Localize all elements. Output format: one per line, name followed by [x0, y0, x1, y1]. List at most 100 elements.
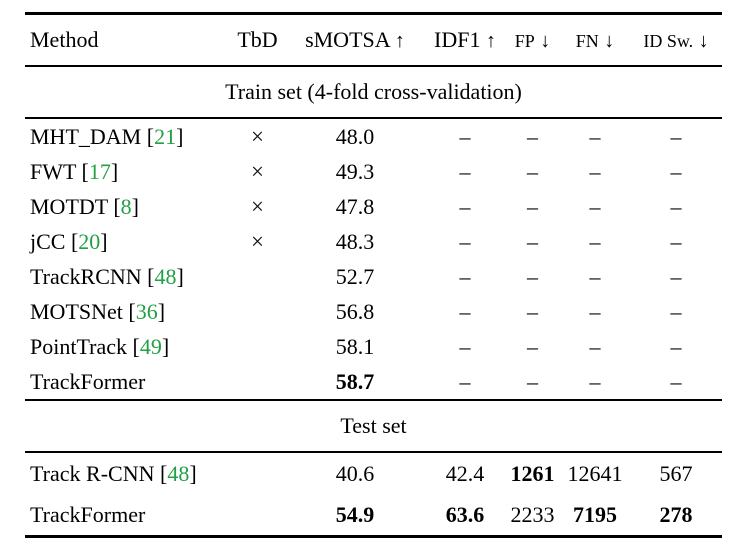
fp-header-label: FP [514, 31, 535, 51]
smotsa-value: 56.8 [335, 298, 375, 324]
method-name: TrackFormer [30, 368, 146, 394]
down-arrow-icon: ↓ [604, 30, 615, 52]
idf1-value: – [459, 333, 471, 359]
idf1-value: – [459, 193, 471, 219]
idsw-value: – [670, 228, 682, 254]
citation-number[interactable]: 8 [120, 193, 132, 219]
smotsa-value: 40.6 [335, 460, 375, 486]
up-arrow-icon: ↑ [394, 30, 405, 52]
table-row: TrackFormer 58.7 – – – – [25, 364, 722, 401]
table-row: MOTDT [8] × 47.8 – – – – [25, 189, 722, 224]
idsw-value: – [670, 298, 682, 324]
citation-number[interactable]: 48 [154, 263, 177, 289]
method-name: MOTDT [30, 193, 108, 219]
fp-value: – [527, 193, 538, 219]
method-cell: TrackFormer [25, 494, 230, 537]
fp-value: – [505, 364, 560, 401]
fp-value: – [527, 333, 538, 359]
tbd-cell: × [230, 154, 285, 189]
test-section-label: Test set [25, 400, 722, 453]
table-row: TrackFormer 54.9 63.6 2233 7195 278 [25, 494, 722, 537]
table-row: TrackRCNN [48] 52.7 – – – – [25, 259, 722, 294]
method-cell: MHT_DAM [21] [25, 118, 230, 154]
up-arrow-icon: ↑ [485, 30, 496, 52]
citation-bracket: [ [132, 333, 140, 359]
tbd-cell [230, 329, 285, 364]
tbd-cell [230, 259, 285, 294]
method-name: MOTSNet [30, 298, 123, 324]
citation-number[interactable]: 21 [154, 123, 177, 149]
fn-value: – [589, 263, 601, 289]
idsw-value: – [670, 158, 682, 184]
method-name: Track R-CNN [30, 460, 155, 486]
citation-bracket: [ [147, 263, 155, 289]
col-header-idf1: IDF1 ↑ [425, 13, 505, 67]
method-cell: TrackFormer [25, 364, 230, 401]
idsw-value: – [670, 123, 682, 149]
method-name: jCC [30, 228, 66, 254]
cross-mark: × [251, 228, 264, 254]
method-header-label: Method [30, 27, 99, 52]
idsw-value: 278 [659, 501, 693, 527]
idf1-value: – [459, 263, 471, 289]
method-name: FWT [30, 158, 77, 184]
citation-number[interactable]: 36 [135, 298, 158, 324]
fp-value: – [527, 298, 538, 324]
method-cell: Track R-CNN [48] [25, 452, 230, 494]
table-row: FWT [17] × 49.3 – – – – [25, 154, 722, 189]
idsw-value: – [670, 333, 682, 359]
cross-mark: × [251, 193, 264, 219]
smotsa-value: 54.9 [335, 501, 375, 527]
citation-bracket: ] [157, 298, 166, 324]
fp-value: – [527, 123, 538, 149]
idsw-value: – [630, 364, 722, 401]
method-cell: jCC [20] [25, 224, 230, 259]
smotsa-value: 48.0 [335, 123, 375, 149]
citation-bracket: [ [70, 228, 79, 254]
smotsa-value: 58.1 [335, 333, 375, 359]
tbd-cell: × [230, 189, 285, 224]
citation-bracket: ] [110, 158, 119, 184]
citation-bracket: ] [189, 460, 197, 486]
tbd-cell: × [230, 118, 285, 154]
idsw-header-label: ID Sw. [643, 31, 694, 51]
table-header-row: Method TbD sMOTSA ↑ IDF1 ↑ FP ↓ FN ↓ ID … [25, 13, 722, 67]
method-name: TrackRCNN [30, 263, 142, 289]
idf1-value: – [459, 228, 471, 254]
train-section-label: Train set (4-fold cross-validation) [25, 66, 722, 119]
idsw-value: 567 [659, 460, 693, 486]
citation-bracket: ] [131, 193, 139, 219]
citation-number[interactable]: 17 [88, 158, 111, 184]
smotsa-value: 49.3 [335, 158, 375, 184]
idf1-value: – [459, 123, 471, 149]
method-cell: FWT [17] [25, 154, 230, 189]
tbd-cell [230, 494, 285, 537]
table-row: jCC [20] × 48.3 – – – – [25, 224, 722, 259]
method-name: PointTrack [30, 333, 127, 359]
fp-value: 1261 [510, 460, 555, 486]
table-row: PointTrack [49] 58.1 – – – – [25, 329, 722, 364]
tbd-cell [230, 364, 285, 401]
citation-number[interactable]: 20 [78, 228, 101, 254]
method-name: TrackFormer [30, 501, 146, 527]
smotsa-value: 47.8 [335, 193, 375, 219]
idsw-value: – [670, 263, 682, 289]
citation-bracket: ] [176, 123, 184, 149]
citation-number[interactable]: 49 [139, 333, 162, 359]
down-arrow-icon: ↓ [540, 30, 551, 52]
idf1-header-label: IDF1 [434, 27, 481, 52]
col-header-fp: FP ↓ [505, 13, 560, 67]
test-section-row: Test set [25, 400, 722, 453]
idf1-value: 63.6 [445, 501, 485, 527]
fn-value: 7195 [573, 501, 617, 527]
method-cell: MOTDT [8] [25, 189, 230, 224]
fp-value: – [527, 263, 538, 289]
table-row: MHT_DAM [21] × 48.0 – – – – [25, 118, 722, 154]
table-row: MOTSNet [36] 56.8 – – – – [25, 294, 722, 329]
col-header-fn: FN ↓ [560, 13, 630, 67]
fn-value: 12641 [567, 460, 623, 486]
idsw-value: – [670, 193, 682, 219]
citation-number[interactable]: 48 [167, 460, 190, 486]
smotsa-value: 58.7 [285, 364, 425, 401]
results-table: Method TbD sMOTSA ↑ IDF1 ↑ FP ↓ FN ↓ ID … [25, 12, 722, 538]
